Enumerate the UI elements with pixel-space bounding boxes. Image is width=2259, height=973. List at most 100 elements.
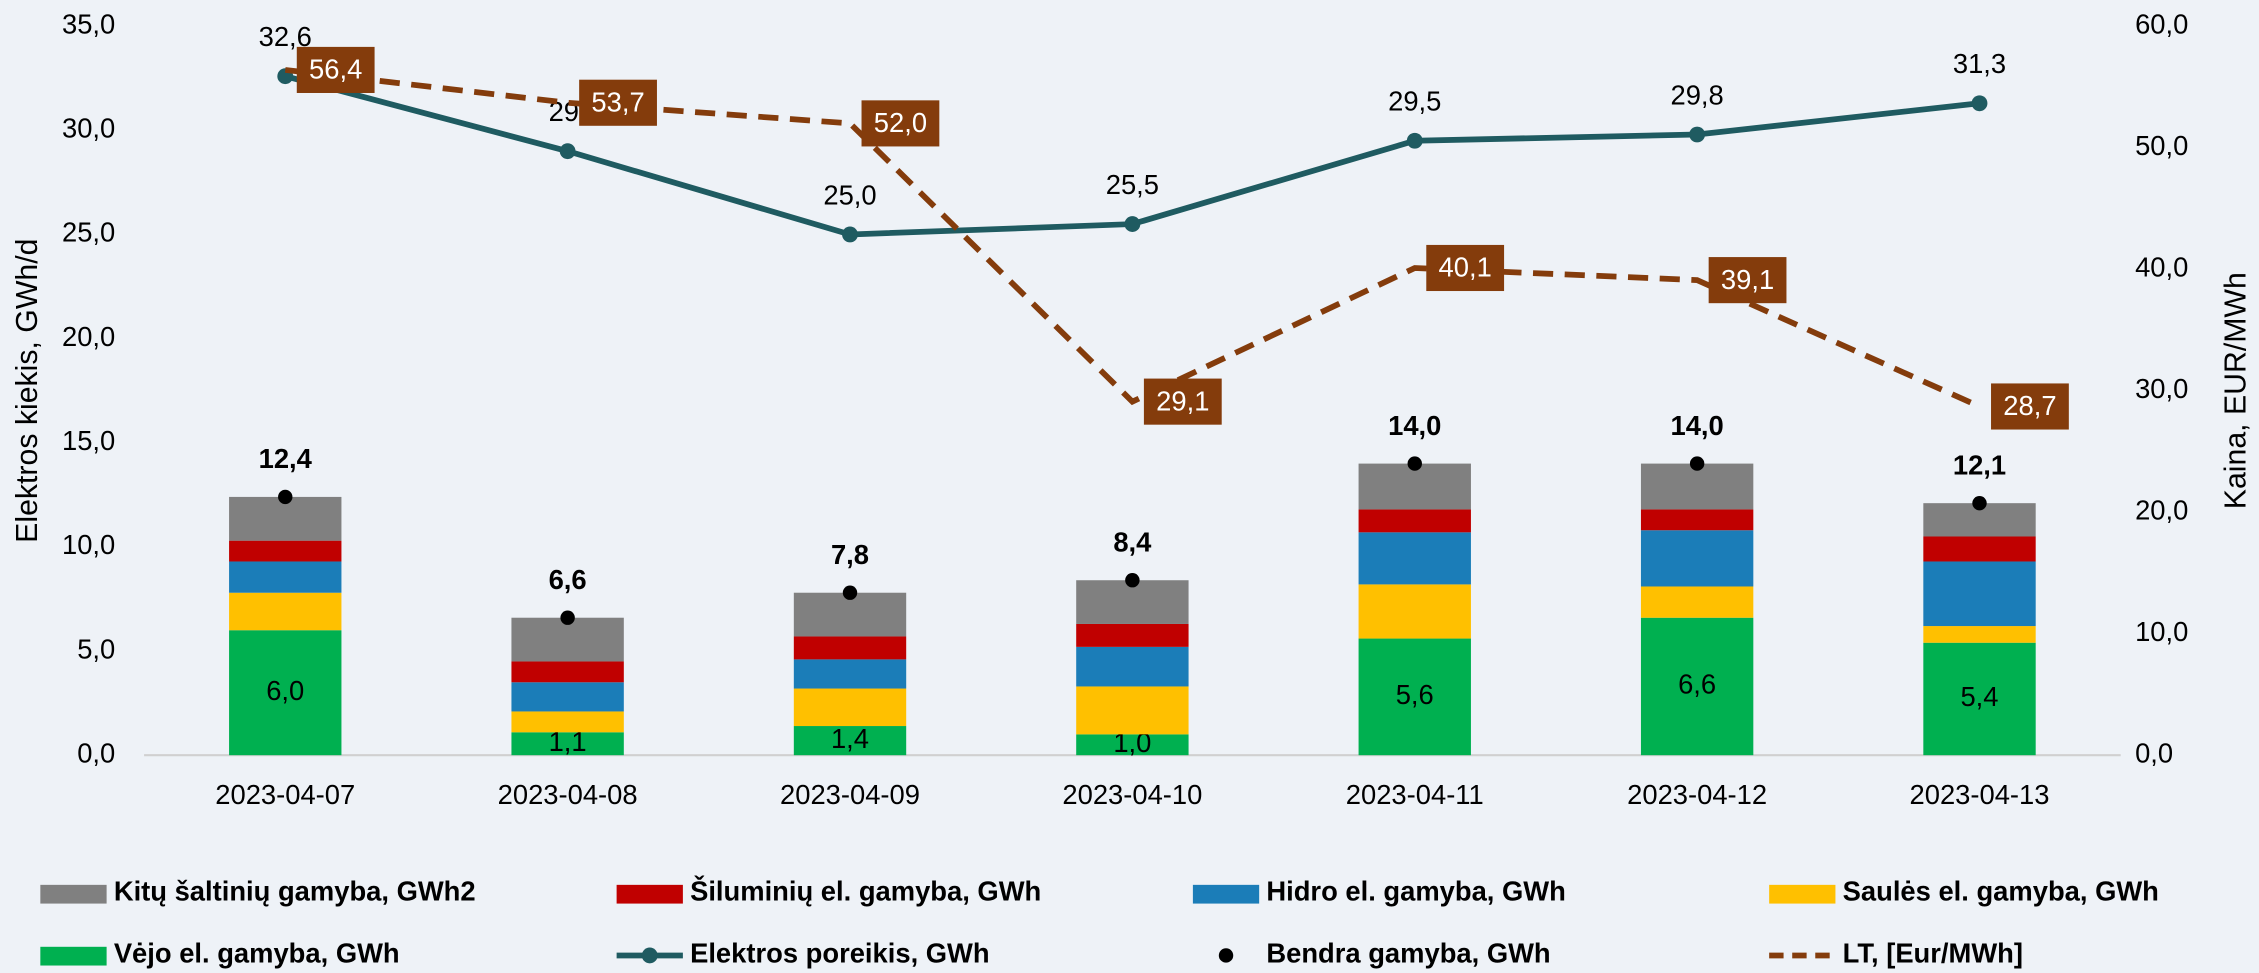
bar-segment [1076, 686, 1189, 735]
total-point [278, 489, 293, 505]
x-tick-label: 2023-04-10 [1062, 779, 1202, 810]
bar-segment [511, 711, 624, 733]
y-tick-label: 15,0 [62, 425, 115, 456]
y-tick-label: 10,0 [62, 529, 115, 560]
price-label: 39,1 [1721, 264, 1774, 295]
bar-segment [1358, 532, 1471, 585]
bar-value-label: 5,4 [1960, 681, 1998, 712]
legend-label: Vėjo el. gamyba, GWh [114, 938, 400, 969]
bar-segment [793, 636, 907, 660]
bar-segment [1923, 626, 2036, 643]
total-label: 6,6 [549, 564, 587, 595]
total-label: 8,4 [1113, 526, 1152, 557]
demand-label: 25,5 [1106, 169, 1159, 200]
bar-segment [1640, 463, 1754, 510]
legend-label: LT, [Eur/MWh] [1843, 938, 2023, 969]
price-label: 28,7 [2003, 390, 2056, 421]
bar-segment [1923, 561, 2036, 627]
bar-segment [229, 592, 342, 631]
demand-point [1124, 216, 1141, 232]
bar-segment [793, 726, 907, 756]
legend-swatch [1769, 884, 1836, 904]
y-tick-label: 20,0 [62, 321, 115, 352]
total-label: 7,8 [831, 539, 869, 570]
total-label: 14,0 [1671, 410, 1724, 441]
bar-segment [793, 659, 907, 689]
bar-segment [1076, 734, 1189, 756]
y-tick-label: 25,0 [62, 217, 115, 248]
total-point [1972, 495, 1987, 511]
bar-segment [1640, 617, 1754, 756]
demand-point [842, 226, 858, 243]
demand-point [1971, 95, 1988, 112]
y-axis-title: Elektros kiekis, GWh/d [11, 239, 44, 543]
demand-point [1406, 132, 1423, 149]
bar-segment [1358, 463, 1471, 510]
bar-segment [793, 688, 907, 727]
price-label-box [579, 79, 657, 126]
demand-label: 32,6 [259, 21, 312, 52]
total-point [1689, 456, 1705, 471]
legend-label: Saulės el. gamyba, GWh [1843, 876, 2159, 907]
total-point [842, 585, 858, 600]
legend-swatch [40, 884, 107, 904]
y-tick-label: 0,0 [77, 737, 115, 768]
demand-point [1689, 126, 1706, 143]
bar-segment [1923, 536, 2036, 562]
bar-value-label: 5,6 [1396, 679, 1434, 710]
x-tick-label: 2023-04-07 [215, 779, 355, 810]
price-label: 29,1 [1156, 385, 1209, 416]
bar-segment [229, 630, 342, 756]
demand-label: 25,0 [823, 179, 876, 210]
demand-label: 31,3 [1953, 48, 2006, 79]
bar-segment [1358, 584, 1471, 639]
y-tick-label: 30,0 [62, 113, 115, 144]
legend-swatch [1192, 884, 1260, 904]
price-label-box [1426, 244, 1505, 292]
legend-marker [641, 947, 658, 964]
x-tick-label: 2023-04-11 [1346, 779, 1484, 810]
bar-segment [793, 592, 907, 637]
total-label: 12,4 [259, 443, 313, 474]
x-tick-label: 2023-04-09 [780, 779, 920, 810]
x-tick-label: 2023-04-08 [498, 779, 638, 810]
bar-segment [511, 732, 624, 756]
bar-segment [511, 661, 624, 683]
price-label-box [1143, 378, 1222, 425]
price-label-box [296, 46, 375, 93]
y2-tick-label: 40,0 [2135, 251, 2188, 282]
y-tick-label: 5,0 [77, 633, 115, 664]
legend-marker [1218, 948, 1234, 963]
legend-label: Hidro el. gamyba, GWh [1266, 876, 1565, 907]
bar-value-label: 6,6 [1678, 669, 1716, 700]
legend-label: Kitų šaltinių gamyba, GWh2 [114, 876, 476, 907]
bar-segment [1076, 623, 1189, 647]
total-point [1125, 573, 1140, 588]
bar-segment [1640, 586, 1754, 618]
bar-segment [511, 682, 624, 712]
bar-segment [229, 540, 342, 562]
y2-axis-title: Kaina, EUR/MWh [2219, 272, 2252, 509]
x-tick-label: 2023-04-13 [1910, 779, 2050, 810]
bar-segment [1923, 642, 2036, 756]
legend-label: Šiluminių el. gamyba, GWh [690, 875, 1041, 907]
y2-tick-label: 60,0 [2135, 8, 2188, 39]
y2-tick-label: 30,0 [2135, 373, 2188, 404]
price-label: 40,1 [1439, 252, 1492, 283]
price-label-box [1708, 257, 1787, 304]
y2-tick-label: 0,0 [2135, 737, 2173, 768]
price-line [284, 67, 1981, 410]
bar-segment [1640, 530, 1754, 587]
x-tick-label: 2023-04-12 [1627, 779, 1767, 810]
bar-segment [1076, 646, 1189, 687]
price-label: 52,0 [874, 107, 927, 138]
total-point [1407, 456, 1422, 471]
y2-tick-label: 10,0 [2135, 616, 2188, 647]
legend-label: Elektros poreikis, GWh [690, 938, 990, 969]
total-point [560, 610, 575, 625]
bar-value-label: 6,0 [266, 675, 304, 706]
legend-swatch [616, 884, 683, 904]
price-label: 56,4 [309, 54, 362, 85]
